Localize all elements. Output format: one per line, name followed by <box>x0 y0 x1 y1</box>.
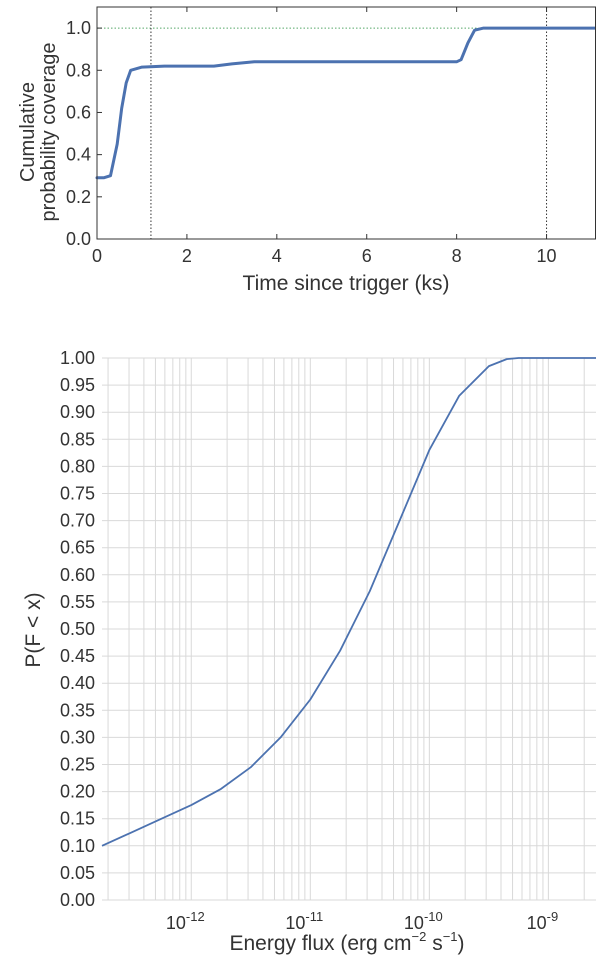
x-tick-label: 0 <box>92 246 102 266</box>
x-tick-label: 2 <box>182 246 192 266</box>
y-tick-label: 0.8 <box>66 60 91 80</box>
y-tick-label: 0.30 <box>60 727 95 747</box>
y-tick-label: 0.4 <box>66 145 91 165</box>
y-tick-label: 0.95 <box>60 375 95 395</box>
y-tick-label: 0.10 <box>60 836 95 856</box>
y-axis-label: P(F < x) <box>22 592 45 667</box>
y-tick-label: 0.80 <box>60 456 95 476</box>
grid <box>102 357 596 901</box>
y-tick-label: 1.00 <box>60 348 95 368</box>
x-tick-label: 8 <box>452 246 462 266</box>
y-tick-label: 0.60 <box>60 565 95 585</box>
x-tick-label: 4 <box>272 246 282 266</box>
y-tick-label: 0.15 <box>60 809 95 829</box>
x-tick-label: 10 <box>537 246 557 266</box>
y-tick-label: 0.90 <box>60 402 95 422</box>
y-axis-label: Cumulative probability coverage <box>17 43 60 222</box>
x-tick-label: 6 <box>362 246 372 266</box>
coverage-series-line <box>95 26 596 180</box>
y-axis-label-line1: Cumulative <box>17 82 39 182</box>
cdf-series-line <box>101 357 596 847</box>
x-tick-label: 10-10 <box>404 909 443 933</box>
y-tick-label: 0.0 <box>66 229 91 249</box>
y-tick-label: 0.75 <box>60 484 95 504</box>
y-tick-label: 0.70 <box>60 511 95 531</box>
x-axis-label: Time since trigger (ks) <box>243 272 450 295</box>
y-tick-label: 0.45 <box>60 646 95 666</box>
y-tick-label: 0.40 <box>60 673 95 693</box>
y-tick-label: 0.6 <box>66 102 91 122</box>
y-tick-label: 0.50 <box>60 619 95 639</box>
x-tick-label: 10-12 <box>166 909 205 933</box>
x-axis-label: Energy flux (erg cm−2 s−1) <box>229 929 464 955</box>
y-tick-label: 0.55 <box>60 592 95 612</box>
y-tick-label: 0.65 <box>60 538 95 558</box>
y-tick-label: 0.2 <box>66 187 91 207</box>
x-tick-label: 10-9 <box>527 909 559 933</box>
coverage-chart: Cumulative probability coverage Time sin… <box>17 6 596 295</box>
y-tick-label: 0.05 <box>60 863 95 883</box>
y-tick-label: 0.20 <box>60 782 95 802</box>
y-tick-label: 0.85 <box>60 429 95 449</box>
y-tick-label: 0.35 <box>60 700 95 720</box>
x-tick-label: 10-11 <box>285 909 323 933</box>
y-axis-label-line2: probability coverage <box>38 43 60 222</box>
y-tick-label: 0.00 <box>60 890 95 910</box>
y-tick-label: 1.0 <box>66 18 91 38</box>
y-tick-label: 0.25 <box>60 755 95 775</box>
